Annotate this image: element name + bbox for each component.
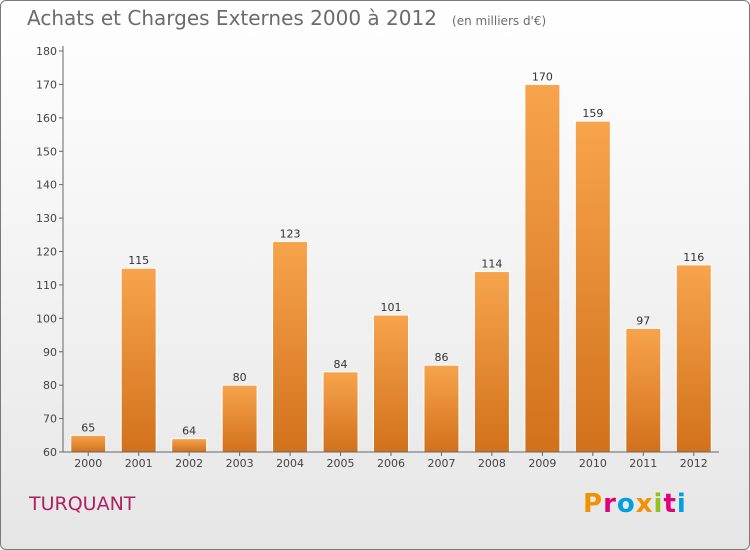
bar-2003: [221, 384, 258, 453]
x-tick-label: 2007: [427, 457, 455, 470]
y-tick-label: 60: [43, 446, 57, 459]
x-tick-label: 2008: [478, 457, 506, 470]
bar-2012: [675, 264, 712, 453]
x-tick-label: 2002: [175, 457, 203, 470]
logo-letter: r: [603, 489, 617, 519]
y-axis: 60 70 80 90 100 110 120 130 140 150 160 170 180: [36, 45, 64, 459]
y-tick-label: 90: [43, 346, 57, 359]
bar-2005: [322, 371, 359, 453]
y-tick-label: 170: [36, 78, 57, 91]
y-tick-label: 120: [36, 246, 57, 259]
x-tick-label: 2004: [276, 457, 304, 470]
bar-value-label: 123: [280, 227, 301, 240]
bar-value-label: 116: [683, 251, 704, 264]
bar-value-label: 115: [128, 254, 149, 267]
x-tick-label: 2010: [579, 457, 607, 470]
bar-2004: [272, 240, 309, 453]
y-tick-label: 180: [36, 45, 57, 58]
bar-value-label: 64: [182, 425, 196, 438]
bar-2011: [625, 327, 662, 453]
title-row: Achats et Charges Externes 2000 à 2012 (…: [27, 6, 546, 30]
y-tick-label: 160: [36, 112, 57, 125]
x-tick-label: 2006: [377, 457, 405, 470]
logo-letter: t: [663, 489, 677, 519]
x-tick-label: 2000: [74, 457, 102, 470]
bar-2002: [171, 438, 208, 453]
bar-value-label: 170: [532, 70, 553, 83]
bar-2007: [423, 364, 460, 453]
x-tick-label: 2012: [680, 457, 708, 470]
y-tick-label: 130: [36, 212, 57, 225]
logo-letter: o: [616, 489, 636, 519]
logo-letter: i: [653, 489, 664, 519]
chart-title: Achats et Charges Externes 2000 à 2012: [27, 6, 437, 30]
y-tick-label: 150: [36, 145, 57, 158]
logo-letter: x: [635, 489, 654, 519]
bar-value-label: 84: [334, 358, 348, 371]
y-tick-label: 70: [43, 413, 57, 426]
chart-unit: (en milliers d'€): [452, 14, 547, 28]
x-tick-label: 2011: [629, 457, 657, 470]
bar-value-label: 86: [434, 351, 448, 364]
x-tick-label: 2001: [125, 457, 153, 470]
y-tick-label: 80: [43, 379, 57, 392]
bar-2006: [373, 314, 409, 453]
bar-value-label: 159: [582, 107, 603, 120]
bar-2001: [120, 267, 157, 453]
bar-2010: [574, 120, 611, 453]
y-tick-label: 100: [36, 312, 57, 325]
proxiti-logo: Proxiti: [583, 489, 687, 519]
x-axis: 2000 2001 2002 2003 2004 2005 2006 2007 2008 2009…: [63, 451, 719, 470]
bar-2000: [70, 434, 107, 453]
x-tick-label: 2005: [327, 457, 355, 470]
bar-value-label: 65: [81, 421, 95, 434]
bar-value-label: 97: [636, 314, 650, 327]
y-tick-label: 140: [36, 179, 57, 192]
logo-letter: P: [583, 489, 604, 519]
x-tick-label: 2009: [528, 457, 556, 470]
logo-letter: i: [676, 489, 687, 519]
x-tick-label: 2003: [226, 457, 254, 470]
location-label: TURQUANT: [29, 493, 136, 515]
bars: 65 115 64 80 123 84 101 86 114 170 159 97 116: [70, 70, 712, 453]
bar-2008: [473, 271, 510, 453]
bar-2009: [524, 83, 561, 453]
bar-value-label: 114: [481, 258, 502, 271]
bar-value-label: 80: [233, 371, 247, 384]
bar-value-label: 101: [381, 301, 402, 314]
y-tick-label: 110: [36, 279, 57, 292]
